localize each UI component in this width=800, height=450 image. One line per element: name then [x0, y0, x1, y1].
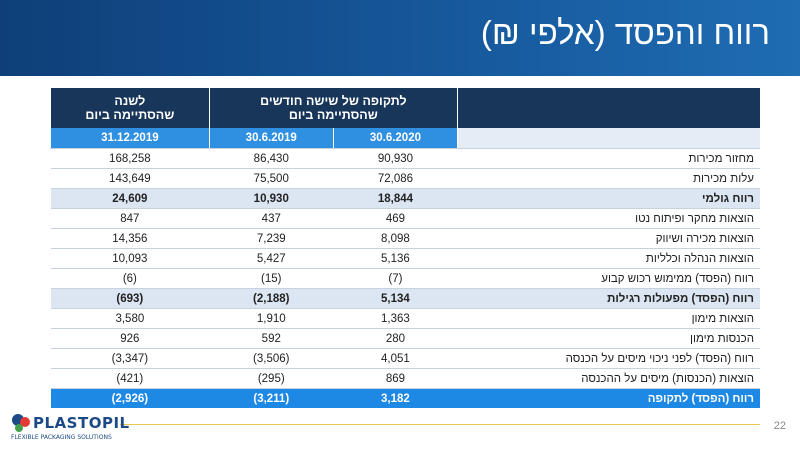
cell-value: 86,430 [209, 148, 334, 169]
cell-value: (2,926) [50, 388, 210, 408]
footer-rule [120, 424, 760, 425]
date-row: 30.6.2020 30.6.2019 31.12.2019 [50, 128, 760, 149]
table-row: הוצאות (הכנסות) מיסים על ההכנסה 869 (295)(… [50, 368, 760, 389]
cell-value: 10,930 [209, 188, 334, 209]
row-label: הוצאות מחקר ופיתוח נטו [457, 208, 760, 229]
cell-value: (7) [333, 268, 458, 289]
row-label: הוצאות (הכנסות) מיסים על ההכנסה [457, 368, 760, 389]
cell-value: (3,347) [50, 348, 210, 369]
cell-value: 1,363 [333, 308, 458, 329]
row-label: רווח (הפסד) לתקופה [457, 388, 760, 408]
cell-value: 7,239 [209, 228, 334, 249]
logo-tagline: FLEXIBLE PACKAGING SOLUTIONS [11, 434, 112, 441]
date-header: 31.12.2019 [50, 128, 210, 149]
row-label: מחזור מכירות [457, 148, 760, 169]
header-band [0, 0, 800, 76]
row-label: רווח (הפסד) ממימוש רכוש קבוע [457, 268, 760, 289]
cell-value: (3,211) [209, 388, 334, 408]
header-cell [457, 88, 760, 128]
cell-value: 14,356 [50, 228, 210, 249]
table-row: רווח (הפסד) ממימוש רכוש קבוע (7) (15) (6) [50, 268, 760, 289]
cell-value: 24,609 [50, 188, 210, 209]
cell-value: (6) [50, 268, 210, 289]
table-row: הכנסות מימון 280 592 926 [50, 328, 760, 349]
cell-value: (15) [209, 268, 334, 289]
cell-value: 75,500 [209, 168, 334, 189]
cell-value: (421) [50, 368, 210, 389]
table-row: הוצאות מכירה ושיווק 8,098 7,239 14,356 [50, 228, 760, 249]
table-row: רווח גולמי 18,844 10,930 24,609 [50, 188, 760, 209]
slide-title: רווח והפסד (אלפי ₪) [480, 14, 770, 51]
table-row: מחזור מכירות 90,930 86,430 168,258 [50, 148, 760, 169]
group-header: לתקופה של שישה חודשים שהסתיימה ביום [208, 88, 458, 128]
logo-text: PLASTOPIL [33, 414, 130, 432]
cell-value: (693) [50, 288, 210, 309]
table-row: הוצאות מחקר ופיתוח נטו 469 437 847 [50, 208, 760, 229]
row-label: רווח גולמי [457, 188, 760, 209]
cell-value: 869 [333, 368, 458, 389]
cell-value: 10,093 [50, 248, 210, 269]
date-header: 30.6.2019 [208, 128, 334, 149]
table-row: הוצאות הנהלה וכלליות 5,136 5,427 10,093 [50, 248, 760, 269]
cell-value: 1,910 [209, 308, 334, 329]
row-label: הכנסות מימון [457, 328, 760, 349]
cell-value: 5,134 [333, 288, 458, 309]
cell-value: (295) [209, 368, 334, 389]
cell-value: 4,051 [333, 348, 458, 369]
header-cell [457, 128, 760, 149]
cell-value: 8,098 [333, 228, 458, 249]
header-row: לתקופה של שישה חודשים שהסתיימה ביום לשנה … [50, 88, 760, 128]
logo-icon [12, 414, 30, 432]
cell-value: 18,844 [333, 188, 458, 209]
row-label: הוצאות מימון [457, 308, 760, 329]
row-label: הוצאות מכירה ושיווק [457, 228, 760, 249]
cell-value: 437 [209, 208, 334, 229]
cell-value: 168,258 [50, 148, 210, 169]
cell-value: 5,136 [333, 248, 458, 269]
cell-value: (3,506) [209, 348, 334, 369]
cell-value: 926 [50, 328, 210, 349]
row-label: הוצאות הנהלה וכלליות [457, 248, 760, 269]
table-row: רווח (הפסד) מפעולות רגילות 5,134 (2,188) (6… [50, 288, 760, 309]
cell-value: 143,649 [50, 168, 210, 189]
row-label: רווח (הפסד) לפני ניכוי מיסים על הכנסה [457, 348, 760, 369]
table-row: הוצאות מימון 1,363 1,910 3,580 [50, 308, 760, 329]
cell-value: (2,188) [209, 288, 334, 309]
cell-value: 847 [50, 208, 210, 229]
cell-value: 592 [209, 328, 334, 349]
date-header: 30.6.2020 [332, 128, 458, 149]
row-label: רווח (הפסד) מפעולות רגילות [457, 288, 760, 309]
group-header: לשנה שהסתיימה ביום [50, 88, 210, 128]
cell-value: 90,930 [333, 148, 458, 169]
cell-value: 469 [333, 208, 458, 229]
income-statement: לתקופה של שישה חודשים שהסתיימה ביום לשנה … [50, 88, 760, 408]
table-row: רווח (הפסד) לפני ניכוי מיסים על הכנסה 4,0… [50, 348, 760, 369]
cell-value: 5,427 [209, 248, 334, 269]
row-label: עלות מכירות [457, 168, 760, 189]
table-row: רווח (הפסד) לתקופה 3,182 (3,211) (2,926) [50, 388, 760, 408]
cell-value: 280 [333, 328, 458, 349]
cell-value: 3,580 [50, 308, 210, 329]
cell-value: 72,086 [333, 168, 458, 189]
page-number: 22 [773, 420, 786, 432]
table-row: עלות מכירות 72,086 75,500 143,649 [50, 168, 760, 189]
cell-value: 3,182 [333, 388, 458, 408]
